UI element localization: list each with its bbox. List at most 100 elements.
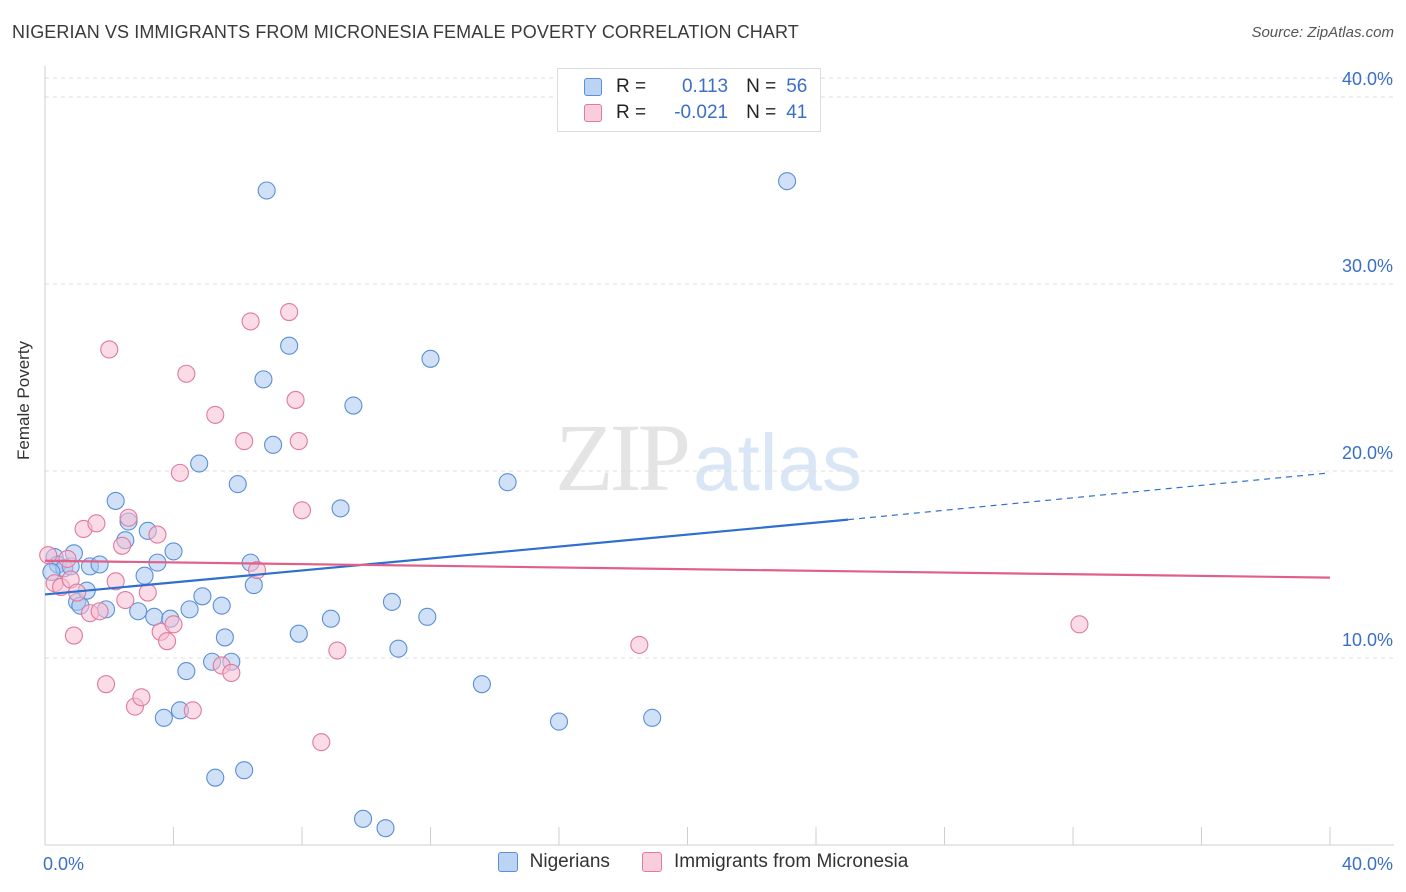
point-micronesia (90, 602, 109, 621)
point-micronesia (119, 508, 138, 527)
point-nigerians (321, 609, 340, 628)
data-points (39, 172, 1089, 838)
legend-swatch-micronesia (641, 852, 662, 872)
point-micronesia (286, 390, 305, 409)
legend-swatch-micronesia (584, 104, 602, 122)
correlation-legend: R = 0.113 N = 56 R = -0.021 N = 41 (557, 68, 821, 132)
point-nigerians (353, 809, 373, 828)
point-micronesia (235, 432, 254, 451)
r-value-micronesia: -0.021 (674, 102, 729, 123)
y-tick-label: 20.0% (1342, 443, 1393, 463)
point-nigerians (498, 473, 517, 492)
point-nigerians (643, 708, 662, 727)
point-nigerians (180, 600, 199, 619)
y-tick-label: 40.0% (1342, 69, 1393, 89)
point-micronesia (328, 641, 347, 660)
point-nigerians (90, 555, 109, 574)
r-label: R = (616, 76, 647, 97)
point-nigerians (135, 566, 154, 585)
point-nigerians (344, 396, 363, 415)
source-credit: Source: ZipAtlas.com (1251, 24, 1394, 41)
point-nigerians (376, 819, 395, 838)
legend-item-micronesia[interactable]: Immigrants from Micronesia (641, 851, 909, 873)
watermark: ZIPatlas (555, 402, 862, 513)
r-value-nigerians: 0.113 (681, 76, 729, 97)
watermark-zip: ZIP (555, 404, 691, 511)
x-tick-label-max: 40.0% (1342, 854, 1393, 874)
trend-lines (44, 472, 1331, 596)
point-micronesia (116, 590, 135, 610)
point-micronesia (64, 626, 83, 645)
point-micronesia (164, 615, 183, 634)
point-nigerians (212, 596, 231, 615)
point-micronesia (148, 525, 167, 544)
point-micronesia (222, 663, 241, 683)
point-nigerians (154, 708, 173, 727)
point-nigerians (418, 607, 437, 626)
point-nigerians (190, 454, 209, 473)
watermark-atlas: atlas (693, 418, 862, 507)
point-nigerians (389, 639, 408, 658)
point-nigerians (331, 499, 350, 518)
legend-swatch-nigerians (584, 78, 602, 96)
point-micronesia (158, 632, 177, 651)
n-value-micronesia: 41 (786, 102, 808, 123)
legend-swatch-nigerians (497, 852, 518, 872)
point-micronesia (292, 501, 312, 520)
legend-label-micronesia: Immigrants from Micronesia (673, 851, 909, 872)
point-nigerians (193, 587, 212, 606)
point-micronesia (132, 688, 151, 707)
legend-row-nigerians: R = 0.113 N = 56 (558, 74, 807, 100)
legend-label-nigerians: Nigerians (529, 851, 610, 872)
point-micronesia (138, 583, 157, 602)
trend-line-micronesia (44, 559, 1331, 579)
y-tick-label: 10.0% (1342, 630, 1393, 650)
point-nigerians (254, 370, 273, 389)
point-micronesia (87, 514, 106, 533)
point-nigerians (280, 336, 299, 355)
point-micronesia (177, 364, 196, 383)
y-tick-label: 30.0% (1342, 256, 1393, 276)
r-label: R = (616, 102, 647, 123)
n-label: N = (746, 102, 777, 123)
point-nigerians (106, 491, 125, 510)
point-nigerians (164, 542, 183, 561)
point-micronesia (289, 432, 308, 451)
legend-row-micronesia: R = -0.021 N = 41 (558, 100, 807, 126)
legend-item-nigerians[interactable]: Nigerians (497, 851, 610, 873)
trend-line-nigerians (44, 518, 849, 596)
point-nigerians (244, 576, 263, 595)
point-micronesia (206, 405, 225, 424)
tick-labels: 10.0% 20.0% 30.0% 40.0% 0.0% 40.0% (43, 69, 1393, 874)
x-tick-label-min: 0.0% (43, 854, 84, 874)
point-nigerians (129, 602, 148, 621)
point-nigerians (549, 712, 569, 731)
point-nigerians (289, 624, 308, 643)
point-micronesia (100, 340, 119, 359)
point-nigerians (235, 761, 254, 780)
point-micronesia (183, 701, 202, 720)
chart-title: NIGERIAN VS IMMIGRANTS FROM MICRONESIA F… (12, 22, 799, 42)
series-legend: Nigerians Immigrants from Micronesia (0, 851, 1406, 873)
point-micronesia (58, 549, 77, 568)
point-nigerians (382, 592, 402, 611)
y-axis-label: Female Poverty (14, 340, 33, 460)
axes (44, 66, 1394, 846)
point-micronesia (630, 635, 649, 654)
point-nigerians (421, 349, 440, 368)
point-micronesia (170, 463, 189, 482)
point-micronesia (106, 572, 125, 591)
point-nigerians (264, 435, 283, 454)
point-micronesia (1070, 615, 1089, 634)
point-micronesia (241, 312, 260, 331)
point-nigerians (257, 181, 276, 200)
point-nigerians (215, 628, 234, 647)
point-nigerians (778, 172, 797, 191)
point-micronesia (39, 546, 58, 565)
point-nigerians (228, 475, 247, 494)
point-micronesia (96, 675, 116, 694)
n-label: N = (746, 76, 777, 97)
point-nigerians (177, 662, 196, 681)
trend-extension-nigerians (848, 472, 1331, 521)
